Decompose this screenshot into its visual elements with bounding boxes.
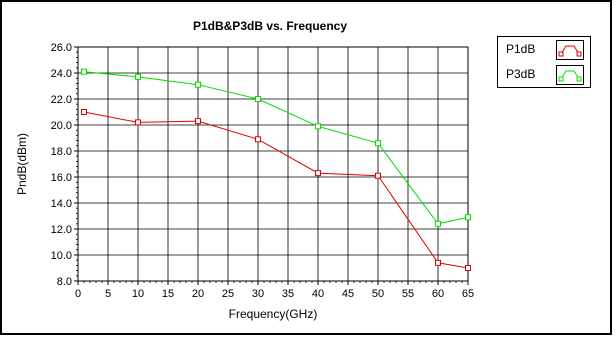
- x-tick-label: 30: [252, 288, 264, 300]
- tick-layer: 0 5 10 15 20 25 30 35 40 45 50 55 60 65 8.0 10.0 12.0 14.…: [51, 42, 475, 300]
- data-point-p1db: [315, 170, 321, 177]
- plot-area-border: [77, 46, 469, 282]
- y-axis-label: PndB(dBm): [15, 133, 29, 195]
- series-line-p1db: [83, 111, 469, 269]
- data-point-p1db: [375, 172, 381, 179]
- legend: P1dB P3dB: [497, 36, 591, 88]
- data-point-p3db: [465, 214, 471, 221]
- legend-swatch-p1db: [556, 40, 584, 60]
- x-tick-label: 15: [162, 288, 174, 300]
- x-tick-label: 55: [402, 288, 414, 300]
- y-tick-label: 16.0: [51, 172, 72, 184]
- x-tick-label: 25: [222, 288, 234, 300]
- x-tick-label: 40: [312, 288, 324, 300]
- legend-label-p1db: P1dB: [506, 42, 536, 56]
- data-point-p3db: [315, 123, 321, 130]
- x-tick-label: 5: [105, 288, 111, 300]
- data-point-p1db: [195, 118, 201, 125]
- data-point-p3db: [375, 140, 381, 147]
- series-layer: [81, 68, 471, 271]
- grid-layer: [77, 46, 469, 282]
- y-tick-label: 18.0: [51, 146, 72, 158]
- y-tick-label: 20.0: [51, 120, 72, 132]
- x-tick-label: 60: [432, 288, 444, 300]
- data-point-p3db: [81, 68, 87, 75]
- legend-swatch-p3db: [556, 65, 584, 85]
- y-tick-label: 14.0: [51, 198, 72, 210]
- y-tick-label: 22.0: [51, 94, 72, 106]
- x-tick-label: 0: [75, 288, 81, 300]
- x-tick-label: 45: [342, 288, 354, 300]
- data-point-p1db: [135, 119, 141, 126]
- legend-item-p3db: P3dB: [498, 63, 590, 87]
- series-line-p3db: [83, 71, 469, 225]
- data-point-p1db: [435, 259, 441, 266]
- x-tick-label: 35: [282, 288, 294, 300]
- y-tick-label: 26.0: [51, 42, 72, 54]
- x-tick-label: 20: [192, 288, 204, 300]
- x-tick-label: 50: [372, 288, 384, 300]
- data-point-p1db: [81, 109, 87, 115]
- data-point-p1db: [255, 136, 261, 143]
- x-axis-label: Frequency(GHz): [229, 307, 318, 321]
- data-point-p1db: [465, 265, 471, 271]
- data-point-p3db: [195, 81, 201, 88]
- y-tick-label: 12.0: [51, 224, 72, 236]
- legend-label-p3db: P3dB: [506, 67, 536, 81]
- y-tick-label: 10.0: [51, 250, 72, 262]
- chart-title: P1dB&P3dB vs. Frequency: [193, 19, 347, 33]
- x-tick-label: 10: [132, 288, 144, 300]
- legend-item-p1db: P1dB: [498, 38, 590, 62]
- x-tick-label: 65: [462, 288, 474, 300]
- y-tick-label: 8.0: [57, 276, 72, 288]
- y-tick-label: 24.0: [51, 68, 72, 80]
- data-point-p3db: [435, 220, 441, 227]
- data-point-p3db: [135, 73, 141, 80]
- data-point-p3db: [255, 96, 261, 102]
